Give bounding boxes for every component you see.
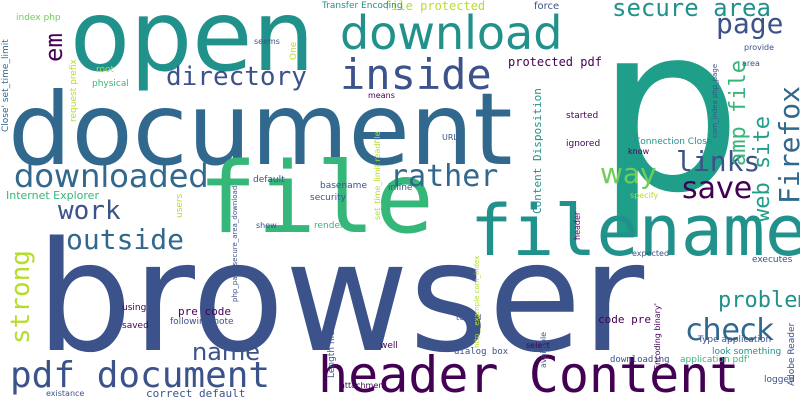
word-default: default bbox=[253, 175, 285, 185]
word-available: available bbox=[539, 331, 548, 368]
word-download: download bbox=[340, 6, 563, 60]
word-file: file bbox=[198, 142, 435, 256]
word-links: links bbox=[676, 145, 761, 178]
word-render: render bbox=[314, 221, 344, 231]
word-security: security bbox=[310, 193, 346, 203]
word-outside: outside bbox=[66, 223, 185, 256]
word-internet-explorer: Internet Explorer bbox=[6, 189, 99, 202]
word-correct-default: correct default bbox=[146, 387, 246, 400]
word-one: One bbox=[289, 41, 299, 60]
word-browser: browser bbox=[36, 209, 645, 386]
word-http-example-com-index: http _ example com_index bbox=[473, 255, 481, 348]
word-request-prefix: request prefix bbox=[69, 59, 79, 122]
word-inline: inline bbox=[388, 183, 413, 193]
word-web-site: web site bbox=[750, 116, 775, 222]
word-users: users bbox=[175, 193, 185, 218]
word-means: means bbox=[368, 91, 395, 100]
word-open: open bbox=[70, 0, 315, 94]
word-rather: rather bbox=[390, 159, 499, 194]
word-name: name bbox=[192, 338, 261, 366]
word-attachment: attachment bbox=[340, 381, 387, 390]
word-saved: saved bbox=[122, 321, 149, 331]
word-com-index-php-page: com_index php_page bbox=[711, 63, 719, 138]
word-em: em bbox=[40, 33, 68, 62]
word-filename: filename bbox=[470, 190, 800, 272]
word-inside: inside bbox=[340, 50, 492, 99]
word-area: area bbox=[742, 59, 760, 68]
word-physical: physical bbox=[92, 79, 129, 89]
word-downloaded: downloaded bbox=[14, 157, 209, 195]
word-transfer-encoding: Transfer Encoding bbox=[322, 1, 403, 11]
word-content-disposition: Content Disposition bbox=[531, 88, 544, 214]
word-header: header bbox=[573, 211, 582, 240]
word-pdf-document: pdf document bbox=[10, 355, 271, 396]
word-tested: tested bbox=[456, 313, 482, 322]
word-firefox: Firefox bbox=[773, 85, 800, 204]
word-pre-code: pre code bbox=[178, 305, 231, 318]
word-document: document bbox=[8, 71, 513, 188]
word-well: well bbox=[380, 341, 398, 351]
word-amp-file: amp file bbox=[726, 60, 751, 166]
word-existance: existance bbox=[46, 389, 85, 398]
word-set-time-limit-readfile: set_time_limit readfile bbox=[373, 131, 382, 220]
word-strong: strong bbox=[6, 250, 36, 344]
word-select: select bbox=[526, 341, 550, 350]
word-expected: expected bbox=[632, 249, 670, 258]
word-p: p bbox=[596, 0, 742, 244]
word-started: started bbox=[566, 111, 599, 121]
word-look-something: look something bbox=[712, 347, 782, 357]
word-basename: basename bbox=[320, 181, 367, 191]
word-type-application: Type application bbox=[698, 335, 772, 345]
word-page: page bbox=[716, 7, 784, 40]
word-executes: executes bbox=[752, 255, 793, 265]
word-downloading: downloading bbox=[610, 355, 670, 365]
word-root: root bbox=[96, 65, 115, 75]
word-header-content: header Content bbox=[318, 346, 740, 400]
word-following-note: following note bbox=[170, 317, 234, 327]
word-check: check bbox=[686, 313, 774, 348]
word-encoding-binary: Encoding binary' bbox=[653, 303, 662, 370]
word-work: work bbox=[58, 196, 121, 226]
word-problem: problem bbox=[718, 288, 800, 313]
word-ignored: ignored bbox=[566, 139, 601, 149]
word-file-protected: file protected bbox=[384, 0, 486, 13]
word-close-set-time-limit: Close' set_time_limit bbox=[1, 39, 11, 132]
word-specify: specify bbox=[630, 191, 659, 200]
word-secure-area: secure area bbox=[612, 0, 771, 22]
word-seems: seems bbox=[254, 37, 280, 46]
word-logged: logged bbox=[764, 375, 795, 385]
word-dialog-box: dialog box bbox=[454, 347, 509, 357]
word-show: show bbox=[256, 221, 277, 230]
word-force: force bbox=[534, 1, 560, 12]
word-directory: directory bbox=[166, 62, 307, 92]
word-way: way bbox=[600, 157, 657, 190]
word-application-pdf: application pdf' bbox=[680, 355, 750, 365]
word-index-php: index php bbox=[16, 13, 61, 23]
word-code-pre: code pre bbox=[598, 313, 651, 326]
word-protected-pdf: protected pdf bbox=[508, 55, 602, 69]
word-length-filesize: Length filesize bbox=[327, 312, 337, 378]
word-save: save bbox=[682, 171, 753, 206]
word-php-page-secure-area-download: php_page secure_area_download bbox=[231, 185, 239, 302]
word-connection-close: Connection Close bbox=[634, 137, 713, 147]
word-adobe-reader: Adobe Reader bbox=[787, 322, 797, 386]
word-provide: provide bbox=[744, 43, 775, 52]
word-url: URL bbox=[442, 133, 458, 142]
word-using: using bbox=[122, 303, 147, 313]
word-know: know bbox=[628, 147, 650, 156]
